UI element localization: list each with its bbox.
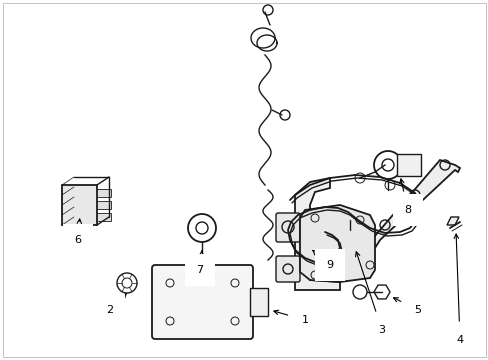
Polygon shape <box>294 178 339 290</box>
Text: 5: 5 <box>393 298 421 315</box>
FancyBboxPatch shape <box>97 201 111 209</box>
Text: 4: 4 <box>453 234 463 345</box>
Polygon shape <box>62 185 97 225</box>
Text: 2: 2 <box>106 293 126 315</box>
Text: 6: 6 <box>74 219 81 245</box>
FancyBboxPatch shape <box>275 256 299 282</box>
Polygon shape <box>299 205 374 282</box>
Text: 8: 8 <box>399 179 411 215</box>
Polygon shape <box>446 217 458 225</box>
FancyBboxPatch shape <box>275 213 299 242</box>
FancyBboxPatch shape <box>396 154 420 176</box>
FancyBboxPatch shape <box>249 288 267 316</box>
FancyBboxPatch shape <box>152 265 252 339</box>
Text: 9: 9 <box>312 251 333 270</box>
Text: 7: 7 <box>196 251 203 275</box>
Polygon shape <box>364 160 459 252</box>
Text: 1: 1 <box>273 310 308 325</box>
FancyBboxPatch shape <box>97 189 111 197</box>
Text: 3: 3 <box>355 252 385 335</box>
FancyBboxPatch shape <box>97 213 111 221</box>
FancyBboxPatch shape <box>343 210 355 220</box>
FancyBboxPatch shape <box>193 255 210 267</box>
